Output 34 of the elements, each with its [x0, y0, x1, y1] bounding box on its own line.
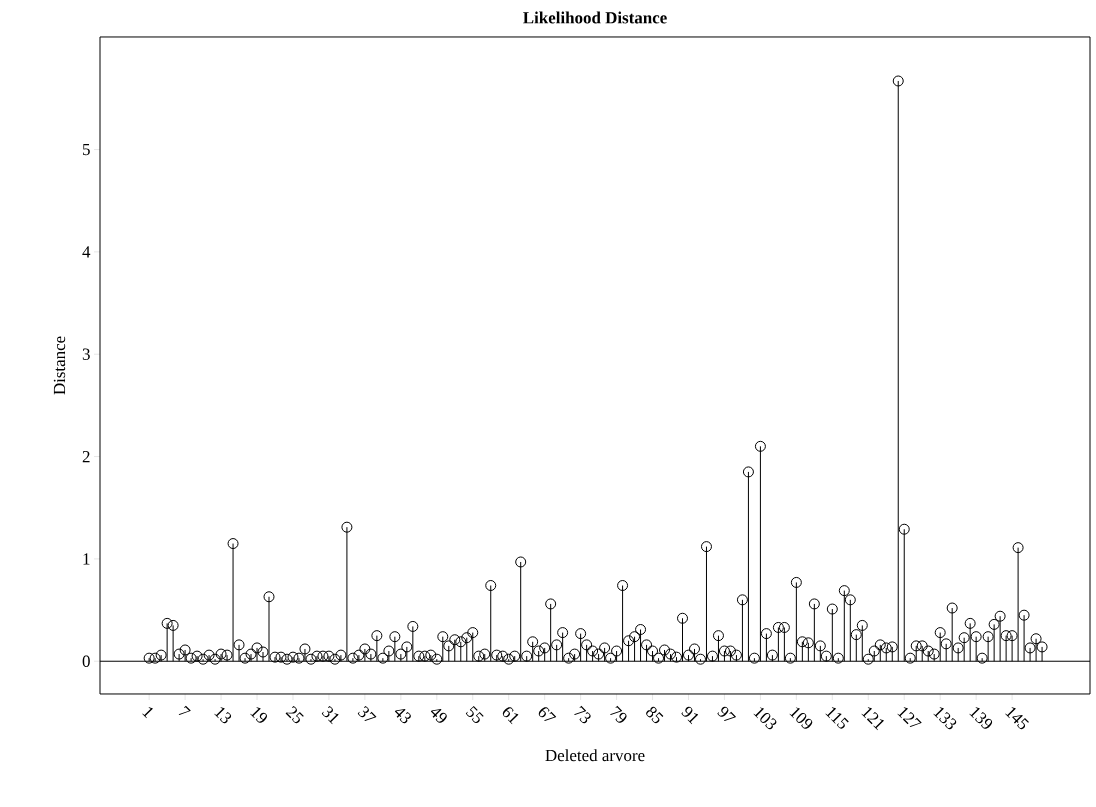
- x-tick-label: 139: [969, 707, 993, 729]
- y-tick-label: 4: [82, 246, 91, 258]
- x-tick-label: 73: [574, 705, 591, 724]
- x-tick-label: 55: [465, 705, 484, 724]
- x-tick-label: 49: [430, 709, 447, 723]
- x-axis-title: Deleted arvore: [545, 749, 645, 762]
- x-tick-label: 13: [214, 707, 232, 724]
- x-tick-label: 103: [753, 707, 777, 730]
- x-tick-label: 121: [861, 707, 884, 731]
- x-tick-label: 115: [825, 707, 849, 729]
- y-tick-label: 5: [83, 143, 90, 156]
- x-tick-label: 67: [538, 707, 557, 722]
- y-tick-label: 0: [82, 655, 90, 667]
- x-tick-label: 61: [502, 707, 519, 725]
- x-tick-label: 19: [250, 707, 267, 723]
- x-tick-label: 31: [321, 706, 339, 725]
- y-axis-title: Distance: [53, 336, 66, 395]
- x-tick-label: 91: [681, 706, 699, 725]
- chart-title: Likelihood Distance: [523, 11, 667, 24]
- x-tick-label: 79: [610, 705, 627, 723]
- x-tick-label: 37: [357, 706, 377, 722]
- y-tick-label: 1: [83, 553, 90, 565]
- x-tick-label: 7: [178, 705, 191, 715]
- x-tick-label: 1: [142, 707, 153, 719]
- x-tick-label: 109: [789, 707, 813, 729]
- x-tick-label: 97: [717, 706, 736, 722]
- x-tick-label: 43: [394, 709, 411, 724]
- x-tick-label: 127: [897, 707, 922, 728]
- y-tick-label: 3: [82, 348, 90, 360]
- x-tick-label: 25: [285, 706, 304, 724]
- x-tick-label: 145: [1005, 707, 1029, 730]
- y-tick-label: 2: [82, 450, 90, 463]
- x-tick-label: 85: [646, 706, 664, 724]
- x-tick-label: 133: [933, 707, 957, 730]
